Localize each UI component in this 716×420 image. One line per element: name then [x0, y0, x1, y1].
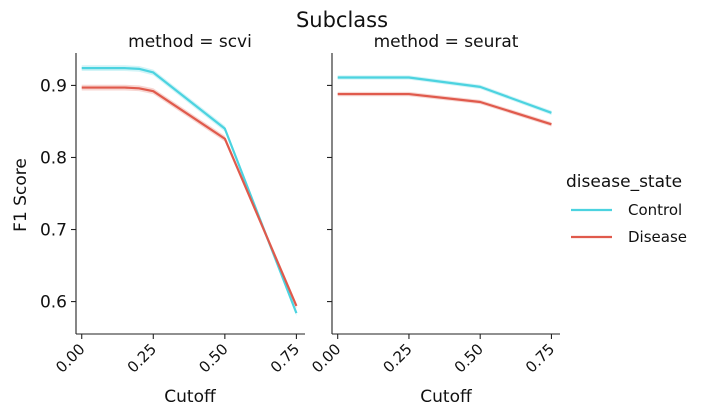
x-tick-label: 0.00 [308, 340, 344, 376]
x-axis-label-scvi: Cutoff [164, 387, 217, 407]
panel-title-scvi: method = scvi [128, 32, 252, 52]
x-tick-label: 0.75 [522, 340, 558, 376]
x-tick-label: 0.25 [379, 340, 415, 376]
series-line-disease-scvi [81, 86, 298, 307]
series-line-control-scvi [81, 67, 298, 314]
x-tick-label: 0.50 [195, 340, 231, 376]
x-tick-label: 0.25 [124, 340, 160, 376]
legend-title: disease_state [566, 172, 682, 192]
legend-label-control: Control [628, 201, 682, 219]
x-tick-label: 0.50 [451, 340, 487, 376]
x-tick-label: 0.00 [52, 340, 88, 376]
panel-scvi: method = scvi 0.6 0.7 0.8 0.9 0.00 0.25 0.50 0.… [40, 32, 305, 376]
y-tick-label: 0.6 [40, 293, 67, 313]
y-axis-label: F1 Score [11, 158, 31, 232]
legend: disease_state Control Disease [566, 172, 687, 246]
y-tick-label: 0.7 [40, 221, 67, 241]
panel-seurat: method = seurat 0.00 0.25 0.50 0.75 [308, 32, 560, 376]
x-axis-label-seurat: Cutoff [420, 387, 473, 407]
legend-label-disease: Disease [628, 228, 687, 246]
series-line-disease-seurat [337, 92, 552, 126]
ci-band-disease-scvi [81, 84, 297, 309]
y-tick-label: 0.8 [40, 148, 67, 168]
y-tick-label: 0.9 [40, 76, 67, 96]
series-line-control-seurat [337, 76, 552, 114]
ci-band-control-scvi [81, 65, 297, 316]
chart-title: Subclass [296, 8, 388, 32]
x-tick-label: 0.75 [267, 340, 303, 376]
panel-title-seurat: method = seurat [374, 32, 519, 52]
